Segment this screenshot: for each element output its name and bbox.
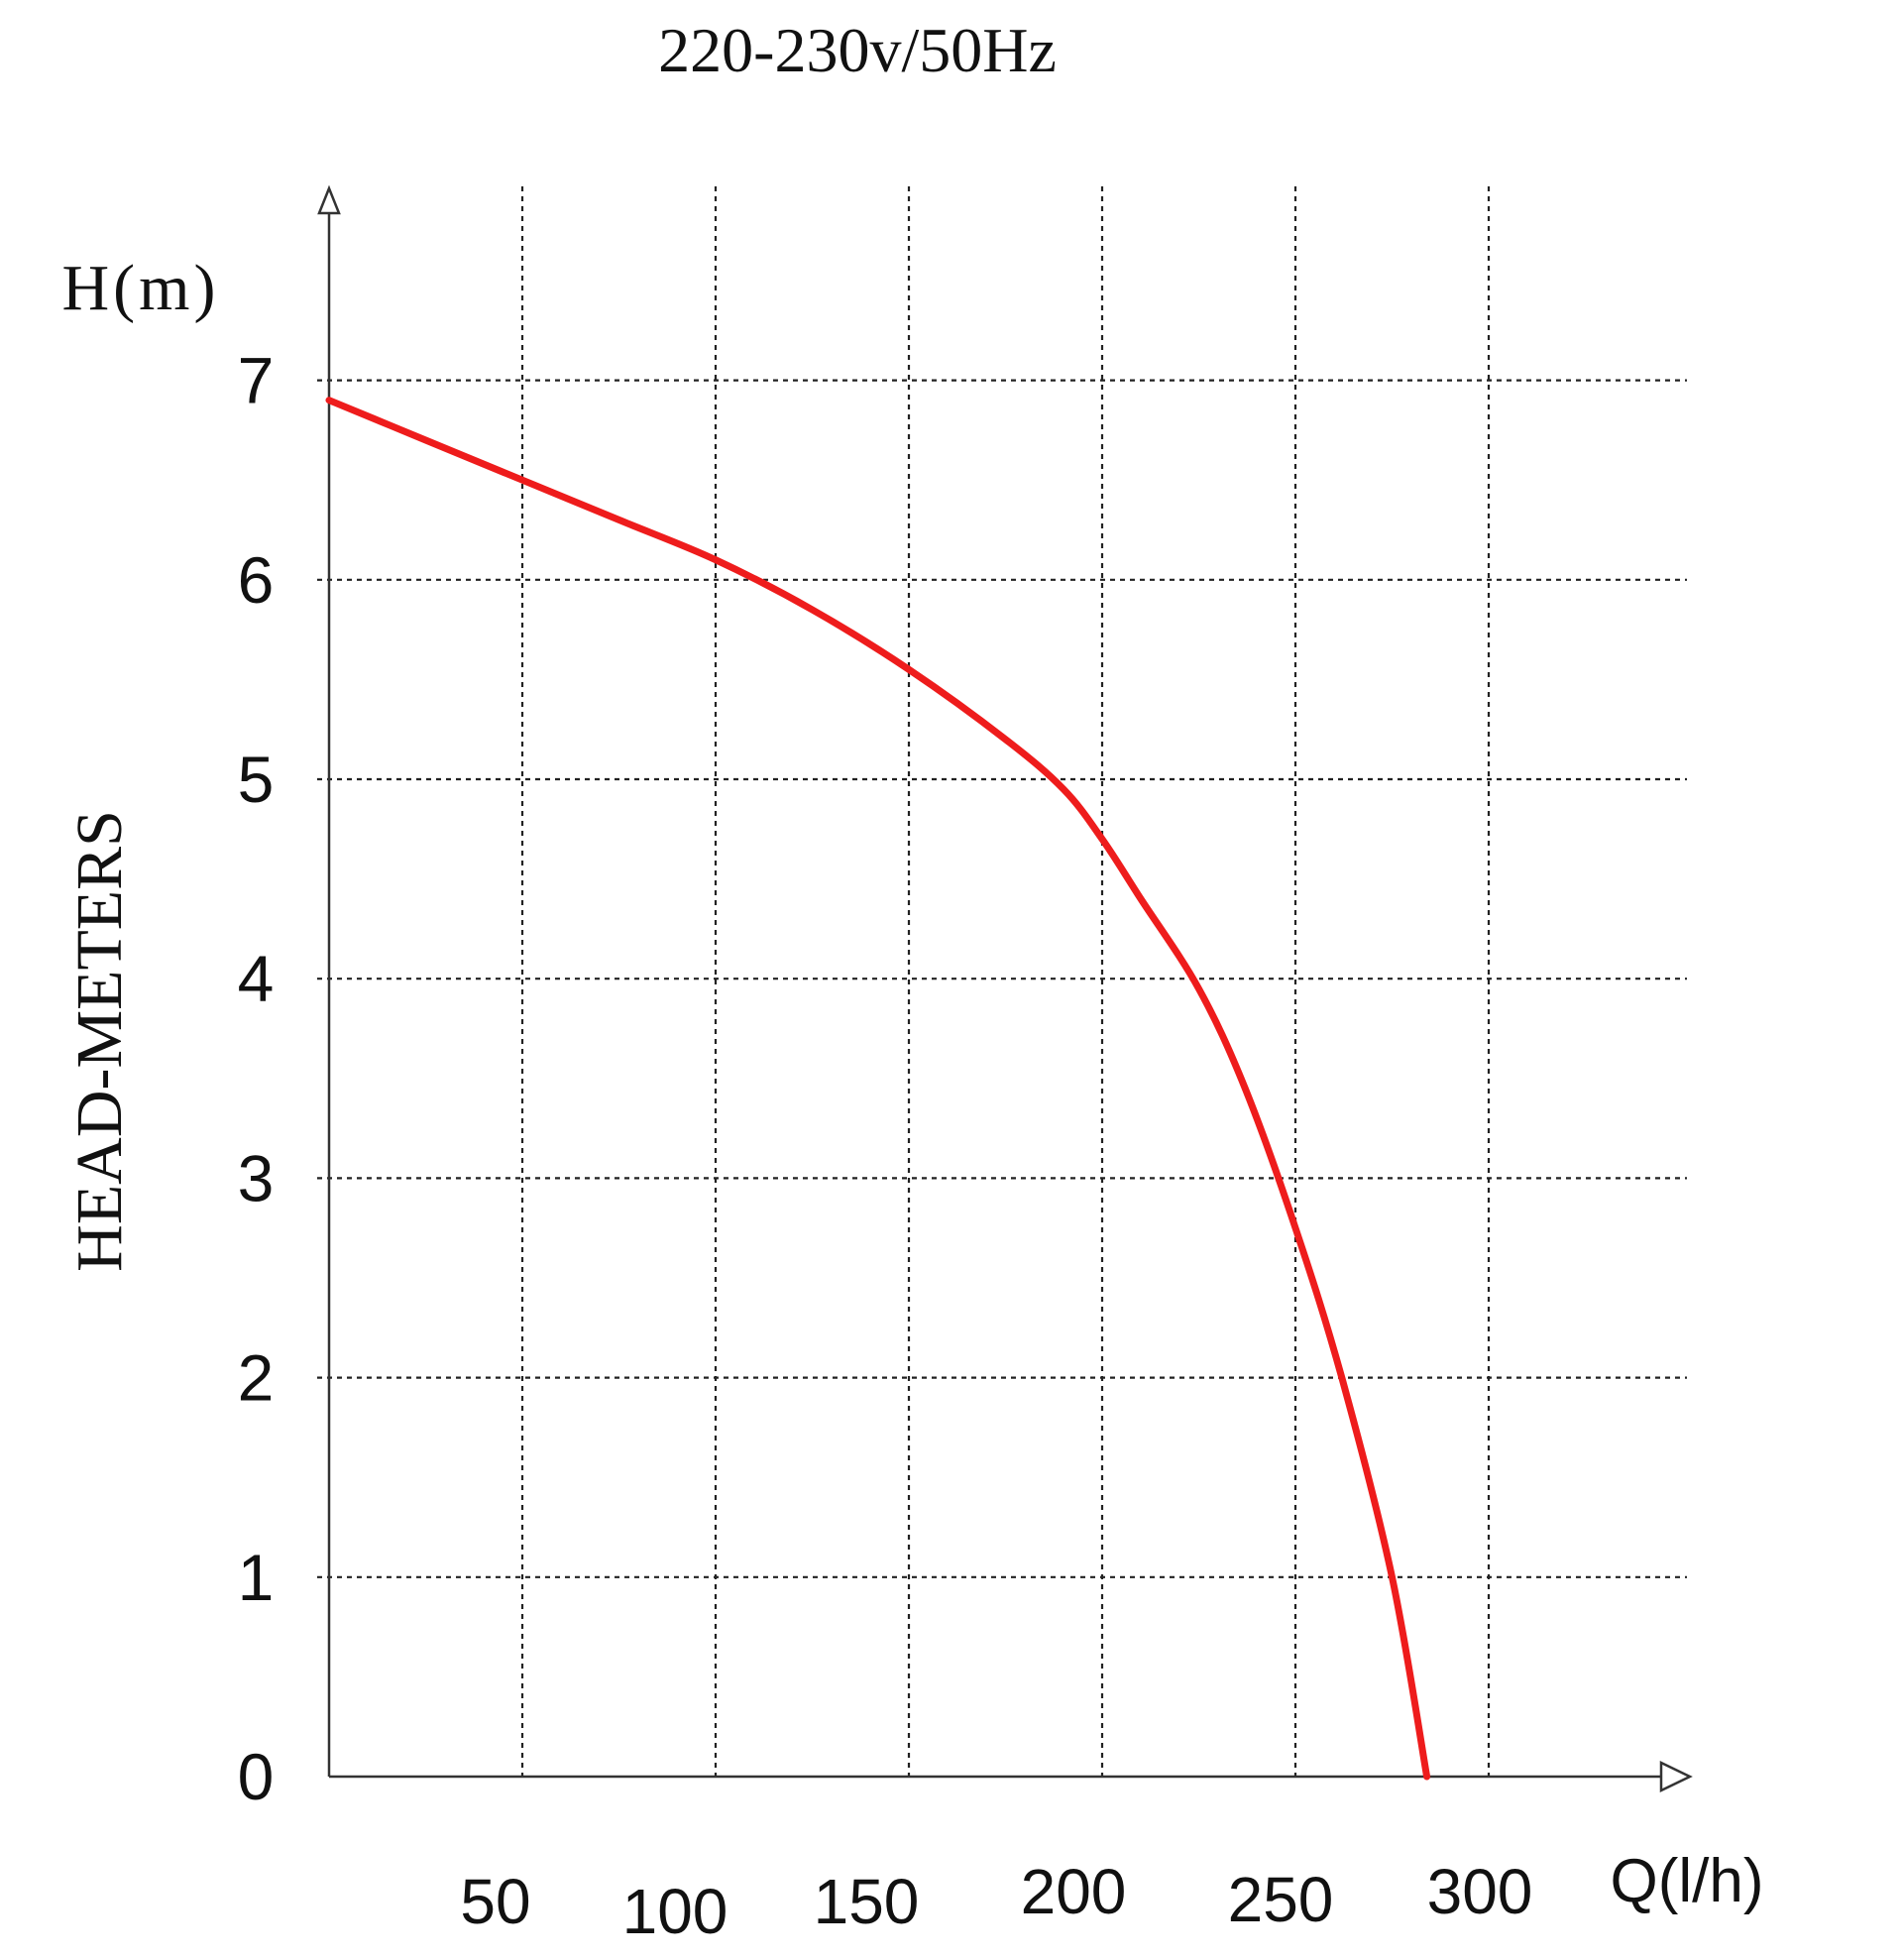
y-axis-title: HEAD-METERS <box>63 810 136 1272</box>
series-line <box>325 397 1431 1781</box>
y-tick-label: 3 <box>238 1141 275 1214</box>
x-tick-label: 50 <box>460 1866 530 1937</box>
series <box>325 397 1431 1781</box>
y-unit-label: H(m) <box>62 252 220 324</box>
x-tick-labels: 50 100 150 200 250 300 <box>460 1856 1532 1947</box>
y-tick-label: 1 <box>238 1541 275 1614</box>
x-tick-label: 300 <box>1427 1856 1533 1927</box>
y-tick-labels: 0 1 2 3 4 5 6 7 <box>238 344 275 1813</box>
y-tick-label: 2 <box>238 1341 275 1415</box>
x-unit-label: Q(l/h) <box>1611 1847 1764 1915</box>
y-tick-label: 6 <box>238 543 275 617</box>
grid <box>317 186 1687 1777</box>
chart-title: 220-230v/50Hz <box>658 15 1057 85</box>
x-tick-label: 250 <box>1228 1864 1334 1935</box>
x-axis-arrow-icon <box>1659 1761 1693 1792</box>
y-tick-label: 4 <box>238 942 275 1015</box>
x-tick-label: 150 <box>814 1866 920 1937</box>
x-tick-label: 100 <box>622 1876 728 1947</box>
y-tick-label: 7 <box>238 344 275 417</box>
y-axis-arrow-icon <box>317 184 341 215</box>
x-tick-label: 200 <box>1021 1856 1127 1927</box>
y-tick-label: 0 <box>238 1740 275 1813</box>
y-tick-label: 5 <box>238 743 275 816</box>
